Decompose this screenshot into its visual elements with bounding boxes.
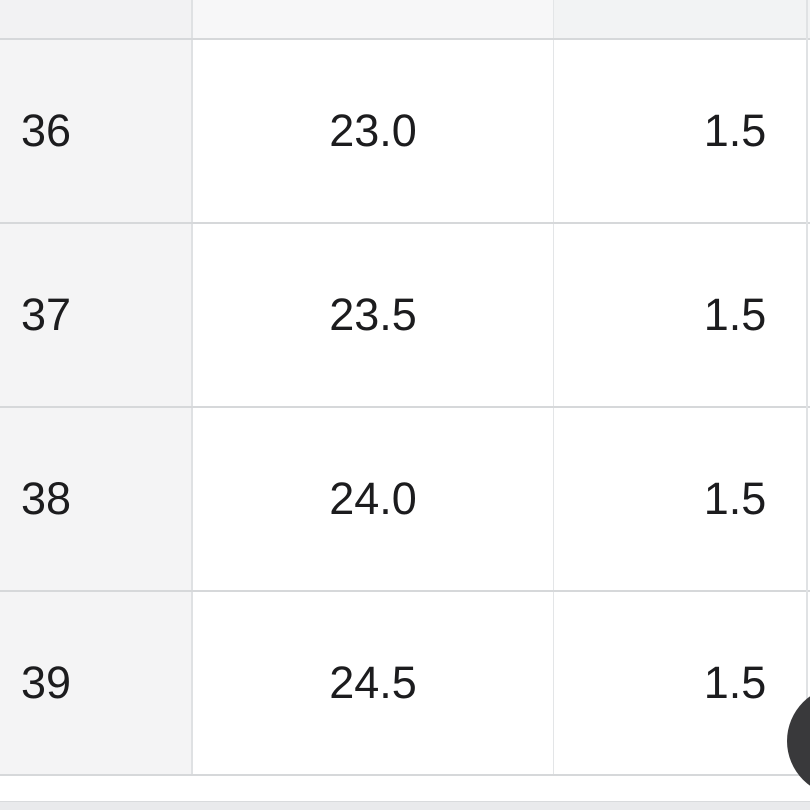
table-row: 36 23.0 1.5 [0,40,810,224]
size-cell: 39 [0,592,193,774]
right-edge-border [806,0,808,776]
table-row: 38 24.0 1.5 [0,408,810,592]
tolerance-cell: 1.5 [554,224,810,406]
size-cell [0,0,193,38]
table-row: 37 23.5 1.5 [0,224,810,408]
size-cell: 37 [0,224,193,406]
length-cell [193,0,554,38]
tolerance-cell [554,0,810,38]
bottom-bar [0,801,810,810]
tolerance-cell: 1.5 [554,592,810,774]
size-cell: 36 [0,40,193,222]
size-cell: 38 [0,408,193,590]
tolerance-cell: 1.5 [554,408,810,590]
tolerance-cell: 1.5 [554,40,810,222]
length-cell: 24.0 [193,408,554,590]
length-cell: 23.5 [193,224,554,406]
length-cell: 23.0 [193,40,554,222]
size-chart-table: 36 23.0 1.5 37 23.5 1.5 38 24.0 1.5 39 2… [0,0,810,776]
table-row: 39 24.5 1.5 [0,592,810,776]
table-row-cropped [0,0,810,40]
length-cell: 24.5 [193,592,554,774]
